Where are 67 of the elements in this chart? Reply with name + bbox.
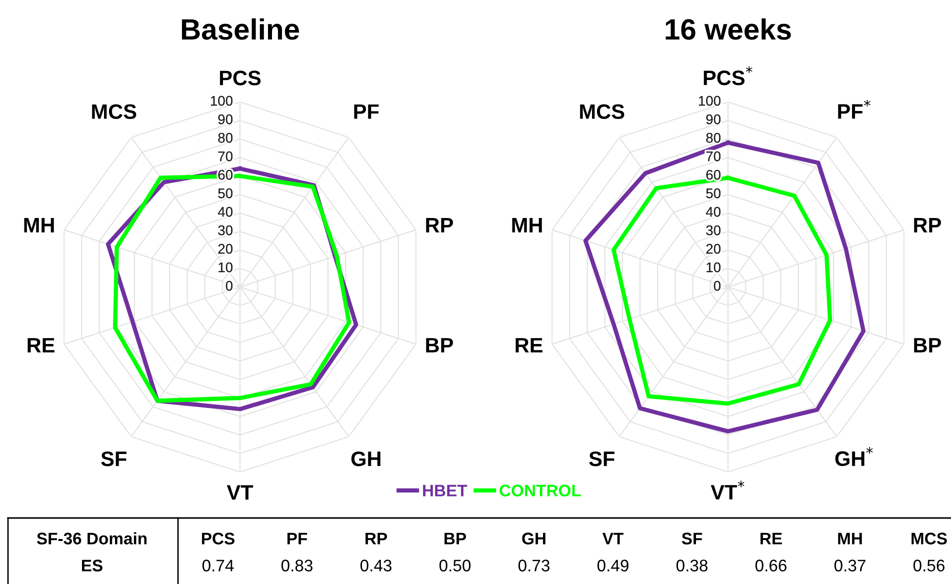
category-label: MCS — [912, 532, 947, 544]
chart-title: 16 weeks — [666, 18, 791, 40]
spoke-label: RE — [516, 338, 542, 352]
category-label: PCS — [202, 532, 234, 544]
legend-label: CONTROL — [500, 484, 581, 496]
chart-title: Baseline — [182, 18, 299, 40]
spoke-label: GH$^{*}$ — [835, 447, 873, 466]
data-label: 0.43 — [360, 560, 392, 572]
spoke-label: MH — [24, 218, 54, 232]
y-tick-label: 0 — [226, 280, 233, 291]
spoke-label: RE — [28, 338, 54, 352]
spoke-label: BP — [914, 338, 941, 352]
y-tick-label: 60 — [706, 170, 721, 180]
data-label: 0.66 — [755, 560, 786, 572]
data-label: 0.50 — [439, 560, 471, 572]
y-tick-label: 20 — [218, 244, 233, 254]
spoke-label: SF — [101, 451, 126, 466]
category-label: GH — [522, 532, 546, 544]
y-tick-label: 30 — [218, 225, 233, 236]
spoke-label: RP — [426, 218, 453, 232]
spoke-label: SF — [589, 451, 614, 466]
y-tick-label: 80 — [706, 132, 721, 143]
spoke-label: PCS$^{*}$ — [704, 66, 752, 86]
data-label: 0.49 — [597, 560, 628, 572]
spoke-label: PF — [354, 104, 379, 119]
data-label: 0.74 — [202, 560, 234, 572]
data-label: 0.73 — [518, 560, 550, 572]
y-tick-label: 90 — [218, 114, 233, 124]
data-label: 0.56 — [913, 560, 944, 572]
y-tick-label: 90 — [706, 114, 721, 124]
y-tick-label: 40 — [706, 206, 721, 217]
category-label: RE — [760, 532, 782, 544]
category-label: RP — [366, 532, 388, 544]
y-tick-label: 10 — [218, 262, 233, 272]
y-tick-label: 10 — [706, 262, 721, 272]
y-tick-label: 50 — [706, 188, 721, 198]
spoke-label: BP — [426, 338, 453, 352]
data-label: 0.83 — [281, 560, 312, 572]
y-tick-label: 0 — [714, 280, 721, 291]
y-tick-label: 100 — [210, 96, 233, 106]
category-label: PF — [287, 532, 308, 544]
text: SF-36 Domain — [36, 532, 147, 544]
category-label: VT — [602, 532, 624, 544]
spoke-label: PF$^{*}$ — [838, 100, 870, 119]
spoke-label: GH — [351, 451, 380, 466]
spoke-label: MCS — [580, 104, 624, 119]
y-tick-label: 80 — [218, 132, 233, 143]
y-tick-label: 70 — [706, 151, 721, 162]
spoke-label: VT$^{*}$ — [710, 480, 744, 500]
spoke-label: PCS — [220, 70, 261, 86]
text: ES — [82, 560, 102, 572]
y-tick-label: 40 — [218, 206, 233, 217]
spoke-label: VT — [226, 485, 254, 500]
category-label: MH — [838, 532, 862, 544]
spoke-label: MH — [512, 218, 542, 232]
category-label: SF — [682, 532, 702, 544]
y-tick-label: 100 — [698, 96, 721, 106]
y-tick-label: 50 — [218, 188, 233, 198]
y-tick-label: 20 — [706, 244, 721, 254]
spoke-label: RP — [914, 218, 941, 232]
y-tick-label: 70 — [218, 151, 233, 162]
spoke-label: MCS — [92, 104, 136, 119]
category-label: BP — [444, 532, 466, 544]
legend-label: HBET — [423, 484, 468, 496]
y-tick-label: 30 — [706, 225, 721, 236]
data-label: 0.38 — [676, 560, 708, 572]
data-label: 0.37 — [834, 560, 866, 572]
